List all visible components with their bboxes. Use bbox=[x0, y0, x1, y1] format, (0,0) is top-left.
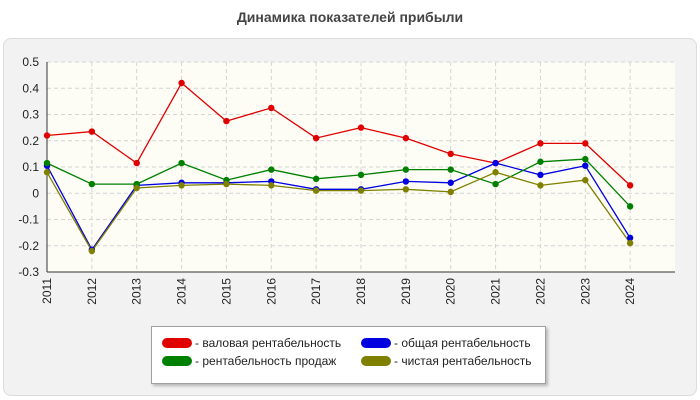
legend-item-net: - чистая рентабельность bbox=[361, 353, 532, 369]
y-tick-label: 0 bbox=[32, 186, 39, 200]
data-point bbox=[447, 179, 454, 186]
legend-label: - чистая рентабельность bbox=[394, 354, 532, 368]
x-tick-label: 2022 bbox=[533, 278, 547, 305]
data-point bbox=[268, 166, 275, 173]
series-line bbox=[46, 158, 631, 207]
data-point bbox=[537, 182, 544, 189]
data-point bbox=[88, 247, 96, 255]
data-point bbox=[223, 180, 230, 188]
data-point bbox=[537, 158, 544, 165]
legend-swatch bbox=[361, 338, 391, 348]
legend-swatch bbox=[361, 356, 391, 366]
data-point bbox=[626, 239, 634, 247]
legend-label: - валовая рентабельность bbox=[195, 336, 342, 350]
data-point bbox=[537, 171, 544, 179]
y-tick-label: 0.4 bbox=[22, 81, 39, 95]
x-tick-label: 2011 bbox=[40, 278, 54, 304]
data-point bbox=[626, 234, 634, 242]
data-point bbox=[223, 117, 230, 125]
data-point bbox=[492, 180, 499, 188]
x-tick-label: 2012 bbox=[85, 278, 99, 305]
data-point bbox=[133, 159, 140, 167]
data-point bbox=[582, 140, 589, 147]
legend-swatch bbox=[162, 338, 192, 348]
data-point bbox=[492, 169, 499, 176]
x-tick-label: 2020 bbox=[444, 278, 458, 305]
x-tick-label: 2017 bbox=[309, 278, 323, 305]
data-point bbox=[582, 176, 589, 184]
data-point bbox=[178, 79, 185, 87]
data-point bbox=[626, 182, 634, 189]
legend-item-sales: - рентабельность продаж bbox=[162, 353, 336, 369]
data-point bbox=[43, 169, 51, 176]
x-tick-label: 2013 bbox=[130, 278, 144, 305]
data-point bbox=[312, 187, 320, 194]
legend-label: - общая рентабельность bbox=[394, 336, 531, 350]
x-tick-label: 2016 bbox=[264, 278, 278, 305]
data-point bbox=[88, 180, 96, 188]
y-tick-label: -0.3 bbox=[18, 265, 39, 279]
chart-title: Динамика показателей прибыли bbox=[236, 9, 464, 25]
data-point bbox=[402, 178, 410, 185]
data-point bbox=[402, 166, 410, 173]
data-point bbox=[312, 134, 320, 142]
data-point bbox=[447, 166, 454, 173]
y-tick-label: 0.5 bbox=[22, 55, 39, 69]
y-tick-label: 0.3 bbox=[22, 108, 39, 122]
series-line bbox=[46, 162, 631, 251]
data-point bbox=[312, 175, 320, 183]
series-line bbox=[46, 81, 631, 186]
data-point bbox=[357, 171, 365, 179]
legend-label: - рентабельность продаж bbox=[195, 354, 337, 368]
legend-swatch bbox=[162, 356, 192, 366]
series-line bbox=[46, 171, 631, 253]
data-point bbox=[402, 134, 410, 142]
data-point bbox=[447, 150, 454, 158]
y-tick-label: -0.1 bbox=[18, 213, 39, 227]
data-point bbox=[357, 187, 365, 194]
data-point bbox=[537, 140, 544, 147]
data-point bbox=[88, 128, 96, 135]
chart-legend: - валовая рентабельность - общая рентабе… bbox=[151, 326, 546, 384]
y-tick-label: -0.2 bbox=[18, 239, 39, 253]
data-point bbox=[43, 159, 51, 167]
data-point bbox=[626, 203, 634, 210]
y-tick-label: 0.2 bbox=[22, 134, 39, 148]
data-point bbox=[133, 184, 140, 192]
x-tick-label: 2015 bbox=[219, 278, 233, 305]
x-tick-label: 2014 bbox=[175, 278, 189, 305]
data-point bbox=[357, 124, 365, 131]
data-point bbox=[268, 182, 275, 189]
data-point bbox=[582, 162, 589, 169]
x-tick-label: 2024 bbox=[623, 278, 637, 305]
y-tick-label: 0.1 bbox=[22, 160, 39, 174]
data-point bbox=[402, 186, 410, 193]
x-tick-label: 2018 bbox=[354, 278, 368, 305]
data-point bbox=[492, 159, 499, 167]
data-point bbox=[178, 159, 185, 167]
legend-item-total: - общая рентабельность bbox=[361, 335, 531, 351]
data-point bbox=[43, 132, 51, 139]
legend-item-gross: - валовая рентабельность bbox=[162, 335, 341, 351]
data-point bbox=[582, 155, 589, 163]
x-tick-label: 2019 bbox=[399, 278, 413, 305]
data-point bbox=[447, 188, 454, 196]
x-tick-label: 2023 bbox=[578, 278, 592, 305]
data-point bbox=[268, 104, 275, 112]
data-point bbox=[178, 182, 185, 189]
x-tick-label: 2021 bbox=[489, 278, 503, 305]
